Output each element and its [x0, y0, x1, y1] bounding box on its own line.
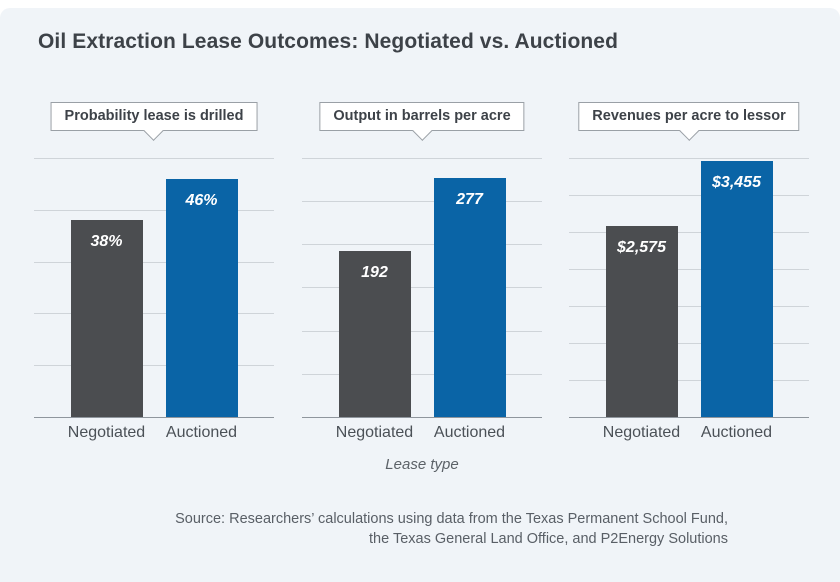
source-line-1: Source: Researchers’ calculations using … — [175, 511, 728, 527]
bar-negotiated: $2,575 — [605, 226, 678, 417]
bar-auctioned: $3,455 — [700, 161, 773, 417]
x-axis-title: Lease type — [385, 456, 459, 473]
bar-value-label: 46% — [185, 192, 218, 209]
bar-auctioned: 46% — [165, 179, 238, 417]
x-axis-line — [34, 417, 274, 418]
panel-header-caret-icon — [412, 121, 432, 141]
category-label-auctioned: Auctioned — [700, 424, 773, 441]
category-label-negotiated: Negotiated — [335, 424, 414, 441]
category-label-negotiated: Negotiated — [67, 424, 146, 441]
category-label-auctioned: Auctioned — [433, 424, 506, 441]
category-label-negotiated: Negotiated — [602, 424, 681, 441]
panel-header-caret-icon — [679, 121, 699, 141]
x-axis-line — [569, 417, 809, 418]
source-line-2: the Texas General Land Office, and P2Ene… — [369, 531, 728, 547]
panel-header: Probability lease is drilled — [50, 102, 258, 141]
gridline — [302, 244, 542, 245]
panel-header: Output in barrels per acre — [319, 102, 525, 141]
gridline — [569, 343, 809, 344]
gridline — [569, 269, 809, 270]
bar-auctioned: 277 — [433, 178, 506, 417]
bar-value-label: $3,455 — [712, 174, 761, 191]
x-axis-line — [302, 417, 542, 418]
plot-area: 192 277 — [302, 158, 542, 418]
bar-value-label: 38% — [90, 233, 123, 250]
plot-area: $2,575 $3,455 — [569, 158, 809, 418]
gridline — [302, 287, 542, 288]
gridline — [569, 158, 809, 159]
gridline — [302, 201, 542, 202]
chart-panel: Negotiated Auctioned Output in barrels per… — [302, 102, 542, 462]
bar-value-label: 277 — [456, 191, 483, 208]
panel-header: Revenues per acre to lessor — [578, 102, 800, 141]
gridline — [34, 210, 274, 211]
bar-value-label: 192 — [361, 264, 388, 281]
bar-value-label: $2,575 — [617, 239, 666, 256]
chart-title: Oil Extraction Lease Outcomes: Negotiate… — [38, 30, 619, 53]
chart-panel: Negotiated Auctioned Revenues per acre to … — [569, 102, 809, 462]
category-label-auctioned: Auctioned — [165, 424, 238, 441]
gridline — [302, 374, 542, 375]
gridline — [302, 158, 542, 159]
gridline — [569, 195, 809, 196]
plot-area: 38% 46% — [34, 158, 274, 418]
gridline — [569, 380, 809, 381]
gridline — [34, 158, 274, 159]
gridline — [34, 365, 274, 366]
gridline — [569, 232, 809, 233]
source-note: Source: Researchers’ calculations using … — [175, 509, 728, 549]
gridline — [569, 306, 809, 307]
gridline — [34, 262, 274, 263]
panel-header-caret-icon — [144, 121, 164, 141]
chart-panel: Negotiated Auctioned Probability lease is … — [34, 102, 274, 462]
gridline — [302, 331, 542, 332]
bar-negotiated: 38% — [70, 220, 143, 417]
bar-negotiated: 192 — [338, 251, 411, 417]
gridline — [34, 313, 274, 314]
